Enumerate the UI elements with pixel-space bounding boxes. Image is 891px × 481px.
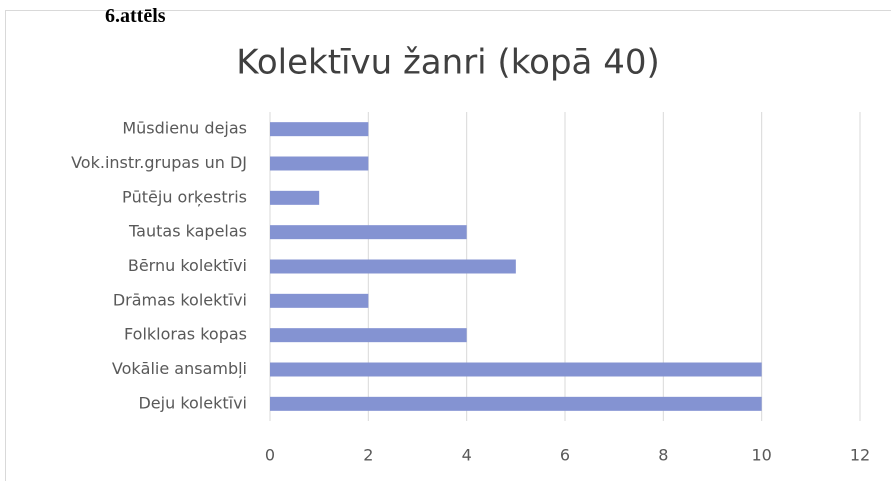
caption: 6.attēls xyxy=(105,5,166,27)
bar xyxy=(270,328,467,343)
y-tick-label: Vokālie ansambļi xyxy=(112,359,247,378)
chart-title: Kolektīvu žanri (kopā 40) xyxy=(236,43,659,83)
bar xyxy=(270,122,369,137)
bar xyxy=(270,190,320,205)
x-tick-label: 12 xyxy=(850,446,870,465)
x-tick-label: 6 xyxy=(560,446,570,465)
bar xyxy=(270,362,762,377)
y-tick-label: Tautas kapelas xyxy=(128,222,247,241)
bar xyxy=(270,293,369,308)
y-tick-label: Deju kolektīvi xyxy=(138,393,247,412)
y-tick-label: Bērnu kolektīvi xyxy=(128,256,247,275)
y-tick-label: Folkloras kopas xyxy=(124,325,247,344)
x-tick-label: 8 xyxy=(658,446,668,465)
x-tick-label: 2 xyxy=(363,446,373,465)
y-tick-label: Mūsdienu dejas xyxy=(122,119,247,138)
x-tick-label: 4 xyxy=(462,446,472,465)
bar xyxy=(270,259,516,274)
x-tick-label: 10 xyxy=(751,446,771,465)
bar xyxy=(270,156,369,171)
x-tick-label: 0 xyxy=(265,446,275,465)
bar xyxy=(270,225,467,240)
y-tick-label: Pūtēju orķestris xyxy=(122,187,247,206)
bar xyxy=(270,396,762,411)
y-tick-label: Drāmas kolektīvi xyxy=(113,290,247,309)
y-tick-label: Vok.instr.grupas un DJ xyxy=(71,153,247,172)
